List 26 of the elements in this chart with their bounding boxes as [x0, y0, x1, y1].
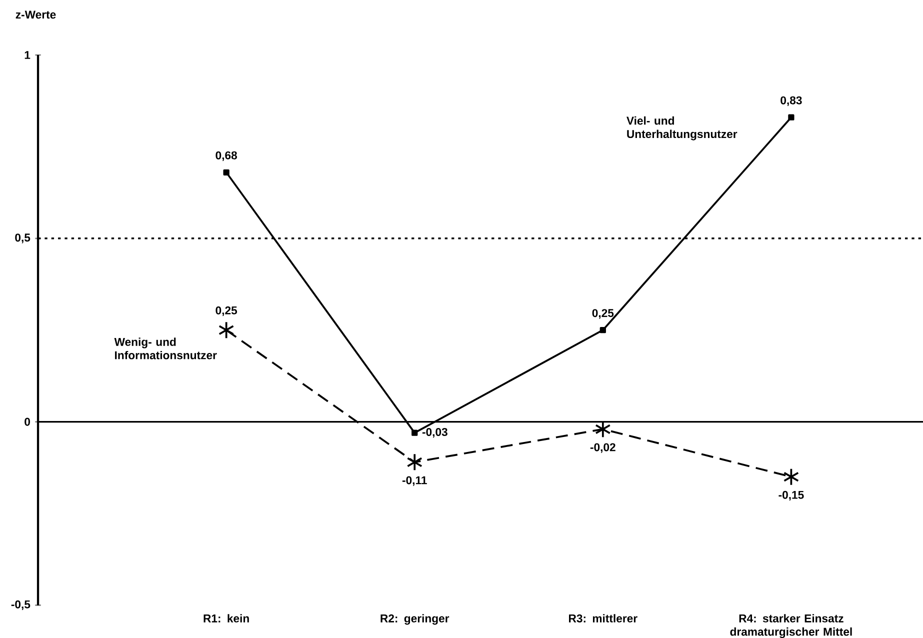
point	[406, 453, 422, 471]
point	[600, 326, 606, 334]
data-label: -0,15	[778, 490, 804, 500]
text: Viel- und Unterhaltungsnutzer	[626, 116, 738, 140]
point	[788, 114, 794, 120]
data-label: 0,25	[592, 308, 614, 319]
y-tick-label: 1	[24, 50, 30, 59]
x-tick-label: R3: mittlerer	[569, 614, 638, 622]
data-label: 0,68	[216, 151, 238, 161]
point	[223, 169, 230, 176]
data-label: 0,83	[780, 96, 802, 106]
x-tick-label: R2: geringer	[380, 614, 450, 625]
data-label: 0,25	[216, 306, 238, 316]
point	[218, 321, 234, 339]
x-tick-label: R4: starker Einsatz dramaturgischer Mittel	[730, 614, 852, 638]
data-label: -0,11	[402, 476, 427, 486]
data-label: -0,03	[422, 428, 448, 438]
y-axis-title: z-Werte	[16, 10, 56, 18]
x-tick-label: R1: kein	[204, 614, 249, 622]
point	[412, 430, 418, 436]
point	[783, 468, 800, 486]
series-label: Wenig- und Informationsnutzer	[114, 338, 217, 360]
y-tick-label: -0,5	[11, 600, 30, 610]
data-label: -0,02	[590, 443, 616, 453]
y-tick-label: 0	[24, 418, 30, 426]
y-tick-label: 0,5	[15, 233, 30, 244]
